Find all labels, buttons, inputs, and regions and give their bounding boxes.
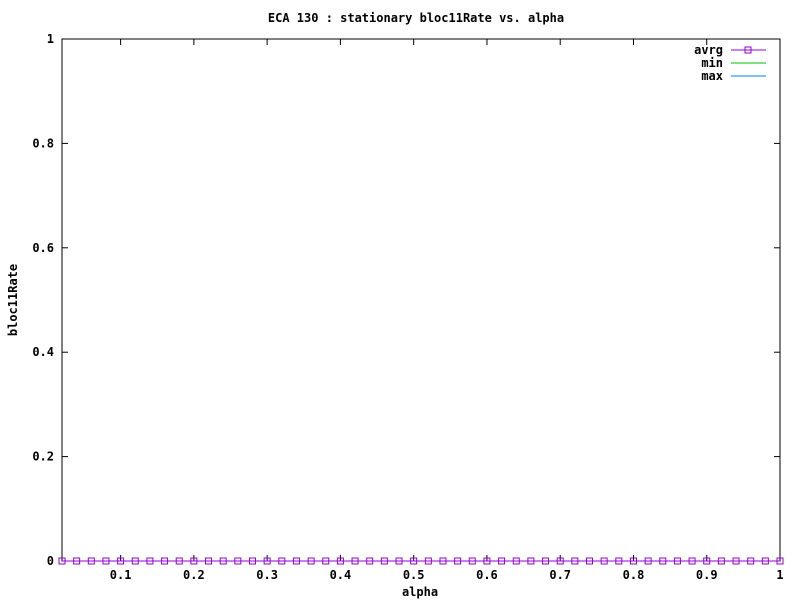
y-tick-label: 0.6 xyxy=(32,241,54,255)
data-point-avrg xyxy=(307,557,315,565)
data-point-avrg xyxy=(600,557,608,565)
data-point-avrg xyxy=(263,557,271,565)
x-tick-label: 0.9 xyxy=(696,568,718,582)
y-tick-label: 0.4 xyxy=(32,345,54,359)
data-point-avrg xyxy=(87,557,95,565)
data-point-avrg xyxy=(292,557,300,565)
data-point-avrg xyxy=(117,557,125,565)
data-point-avrg xyxy=(219,557,227,565)
data-point-avrg xyxy=(161,557,169,565)
x-tick-label: 0.7 xyxy=(549,568,571,582)
data-point-avrg xyxy=(542,557,550,565)
y-axis-label: bloc11Rate xyxy=(6,264,20,336)
data-point-avrg xyxy=(175,557,183,565)
data-point-avrg xyxy=(688,557,696,565)
chart-title: ECA 130 : stationary bloc11Rate vs. alph… xyxy=(268,11,564,25)
data-point-avrg xyxy=(512,557,520,565)
x-tick-label: 0.6 xyxy=(476,568,498,582)
data-point-avrg xyxy=(73,557,81,565)
x-tick-label: 0.3 xyxy=(256,568,278,582)
data-point-avrg xyxy=(190,557,198,565)
data-point-avrg xyxy=(468,557,476,565)
y-tick-label: 1 xyxy=(47,32,54,46)
x-axis-label: alpha xyxy=(402,585,438,599)
data-point-avrg xyxy=(761,557,769,565)
data-point-avrg xyxy=(644,557,652,565)
data-point-avrg xyxy=(380,557,388,565)
data-point-avrg xyxy=(424,557,432,565)
data-point-avrg xyxy=(366,557,374,565)
data-point-avrg xyxy=(336,557,344,565)
y-tick-label: 0.8 xyxy=(32,136,54,150)
x-tick-label: 0.5 xyxy=(403,568,425,582)
data-point-avrg xyxy=(248,557,256,565)
data-point-avrg xyxy=(234,557,242,565)
data-point-avrg xyxy=(659,557,667,565)
legend-marker-avrg xyxy=(744,46,752,54)
x-tick-label: 0.1 xyxy=(110,568,132,582)
data-point-avrg xyxy=(556,557,564,565)
data-point-avrg xyxy=(58,557,66,565)
data-point-avrg xyxy=(747,557,755,565)
x-tick-label: 0.4 xyxy=(330,568,352,582)
x-tick-label: 1 xyxy=(776,568,783,582)
x-tick-label: 0.8 xyxy=(623,568,645,582)
data-point-avrg xyxy=(205,557,213,565)
legend-label-min: min xyxy=(701,56,723,70)
plot-border xyxy=(61,38,781,562)
data-point-avrg xyxy=(483,557,491,565)
data-point-avrg xyxy=(571,557,579,565)
data-point-avrg xyxy=(102,557,110,565)
data-point-avrg xyxy=(146,557,154,565)
data-point-avrg xyxy=(732,557,740,565)
data-point-avrg xyxy=(131,557,139,565)
data-point-avrg xyxy=(629,557,637,565)
data-point-avrg xyxy=(410,557,418,565)
data-point-avrg xyxy=(673,557,681,565)
data-point-avrg xyxy=(615,557,623,565)
data-point-avrg xyxy=(439,557,447,565)
data-point-avrg xyxy=(278,557,286,565)
legend-label-max: max xyxy=(701,69,723,83)
legend-label-avrg: avrg xyxy=(694,43,723,57)
y-tick-label: 0 xyxy=(47,554,54,568)
data-point-avrg xyxy=(717,557,725,565)
data-point-avrg xyxy=(703,557,711,565)
data-point-avrg xyxy=(527,557,535,565)
data-point-avrg xyxy=(586,557,594,565)
x-tick-label: 0.2 xyxy=(183,568,205,582)
data-point-avrg xyxy=(454,557,462,565)
data-point-avrg xyxy=(351,557,359,565)
data-point-avrg xyxy=(395,557,403,565)
data-point-avrg xyxy=(776,557,784,565)
y-tick-label: 0.2 xyxy=(32,450,54,464)
data-point-avrg xyxy=(498,557,506,565)
data-point-avrg xyxy=(322,557,330,565)
